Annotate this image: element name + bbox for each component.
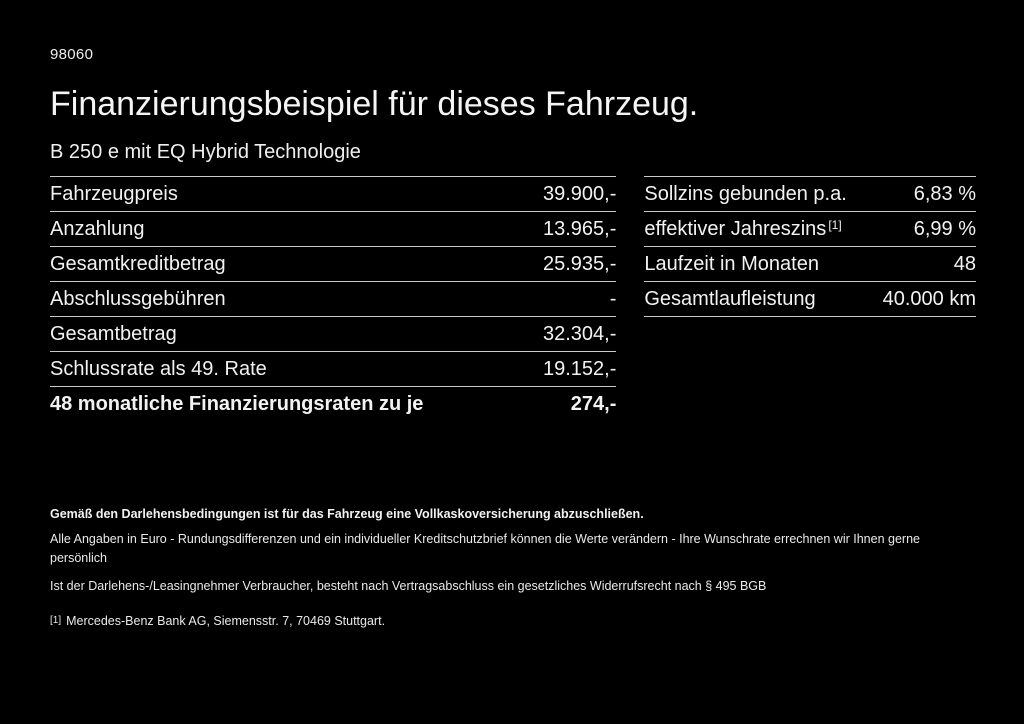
row-label: Schlussrate als 49. Rate [50,357,267,380]
row-label: Abschlussgebühren [50,287,226,310]
document-number: 98060 [50,46,94,63]
row-value: 25.935,- [542,252,617,275]
row-value: 274,- [570,392,617,415]
row-value: 48 [953,252,976,275]
financing-conditions-table: Sollzins gebunden p.a. 6,83 % effektiver… [644,176,976,318]
row-label: effektiver Jahreszins [1] [644,218,841,241]
row-value: - [609,287,617,310]
footnote: [1] Mercedes-Benz Bank AG, Siemensstr. 7,… [50,614,976,628]
financing-cost-table: Fahrzeugpreis 39.900,- Anzahlung 13.965,… [50,176,617,421]
table-row: Sollzins gebunden p.a. 6,83 % [644,177,976,213]
row-label-text: effektiver Jahreszins [644,217,827,240]
table-row: Gesamtlaufleistung 40.000 km [644,282,976,318]
row-label: Sollzins gebunden p.a. [644,182,847,205]
disclaimer-line: Alle Angaben in Euro - Rundungsdifferenz… [50,532,920,566]
row-label: Gesamtlaufleistung [644,287,816,310]
table-row: Schlussrate als 49. Rate 19.152,- [50,352,617,388]
table-row: effektiver Jahreszins [1] 6,99 % [644,212,976,248]
financing-tables: Fahrzeugpreis 39.900,- Anzahlung 13.965,… [50,176,976,421]
insurance-requirement-note: Gemäß den Darlehensbedingungen ist für d… [50,507,644,522]
withdrawal-right-line: Ist der Darlehens-/Leasingnehmer Verbrau… [50,578,767,593]
row-value: 32.304,- [542,322,617,345]
row-label: Gesamtkreditbetrag [50,252,226,275]
table-row: Gesamtkreditbetrag 25.935,- [50,247,617,283]
row-label: Gesamtbetrag [50,322,177,345]
footnote-text: Mercedes-Benz Bank AG, Siemensstr. 7, 70… [66,613,386,628]
row-label: Fahrzeugpreis [50,182,178,205]
table-row: Fahrzeugpreis 39.900,- [50,177,617,213]
table-row: Gesamtbetrag 32.304,- [50,317,617,353]
row-label: Anzahlung [50,217,145,240]
table-row: Anzahlung 13.965,- [50,212,617,248]
page-title: Finanzierungsbeispiel für dieses Fahrzeu… [50,85,699,123]
row-value: 39.900,- [542,182,617,205]
footnote-reference: [1] [828,217,842,232]
row-value: 19.152,- [542,357,617,380]
vehicle-model-subtitle: B 250 e mit EQ Hybrid Technologie [50,141,361,164]
row-value: 13.965,- [542,217,617,240]
table-row: Abschlussgebühren - [50,282,617,318]
row-value: 6,83 % [913,182,976,205]
row-label: 48 monatliche Finanzierungsraten zu je [50,392,424,415]
row-value: 6,99 % [913,217,976,240]
row-value: 40.000 km [882,287,976,310]
row-label: Laufzeit in Monaten [644,252,819,275]
legal-footer: Gemäß den Darlehensbedingungen ist für d… [50,507,976,627]
table-row-monthly-rate: 48 monatliche Finanzierungsraten zu je 2… [50,387,616,421]
footnote-marker: [1] [50,614,62,626]
table-row: Laufzeit in Monaten 48 [644,247,976,283]
